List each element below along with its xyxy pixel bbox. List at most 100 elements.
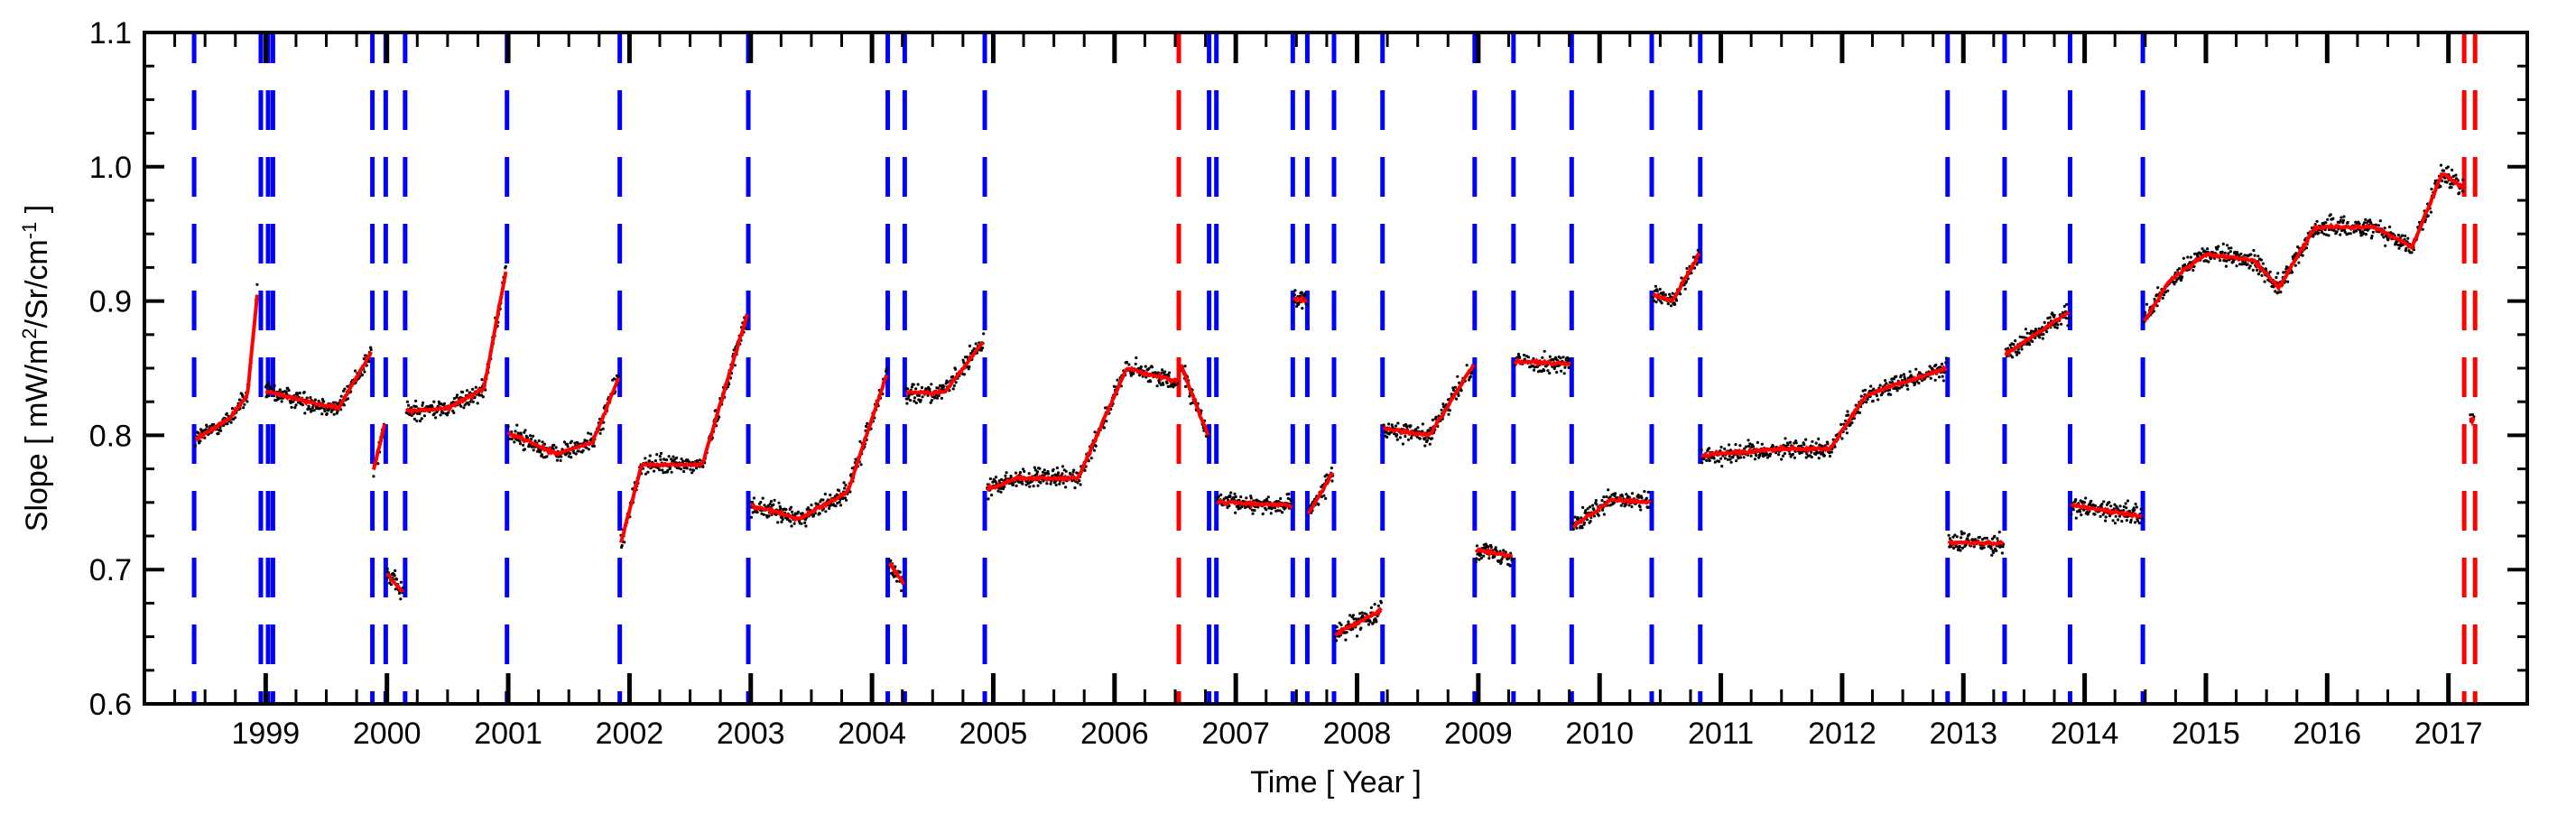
data-point [1468,378,1471,382]
data-point [1448,409,1451,412]
data-point [572,451,576,455]
data-point [570,439,574,443]
data-point [1038,467,1042,470]
data-point [910,385,914,389]
data-point [1295,304,1299,309]
data-point [1064,469,1068,473]
data-point [293,406,297,410]
data-point [1070,479,1074,483]
fit-curve [195,294,259,441]
data-point [1450,393,1453,396]
data-point [2093,513,2097,516]
data-point [1982,546,1986,550]
data-point [1589,519,1592,523]
data-point [407,403,411,407]
data-point [1928,365,1932,368]
data-point [1817,437,1821,440]
data-point [2377,224,2380,227]
data-point [567,455,570,458]
data-point [471,400,475,403]
data-point [2201,247,2204,251]
data-point [1865,401,1868,404]
data-point [858,439,862,443]
data-point [675,456,679,459]
data-point [2275,275,2278,280]
data-point [1239,495,1243,499]
data-point [930,383,933,386]
data-point [2039,333,2043,337]
fit-curve [2143,172,2464,322]
data-point [749,515,754,519]
data-point [480,378,484,382]
data-point [412,404,416,408]
data-point [961,358,965,362]
data-point [1666,302,1670,306]
data-point [644,472,648,476]
data-point [1885,382,1888,385]
data-point [1559,356,1562,360]
data-point [1589,505,1592,509]
data-point [2396,233,2400,237]
data-point [1147,366,1151,371]
data-point [284,390,288,393]
data-point [2111,519,2115,522]
data-point [1784,437,1787,440]
data-point [1934,363,1938,367]
data-point [1395,433,1399,437]
data-point [968,344,972,347]
data-point [1293,293,1296,297]
data-point [193,444,197,448]
data-point [816,503,820,506]
data-point [601,427,605,430]
data-point [1552,357,1555,361]
data-point [1027,472,1031,476]
data-point [658,455,662,458]
data-point [2238,263,2242,266]
data-point [1913,382,1917,385]
data-point [2327,234,2330,237]
data-point [1800,444,1803,448]
data-point [2443,176,2447,180]
data-point [806,506,811,510]
data-point [1447,412,1450,416]
data-point [803,521,807,524]
data-point [2045,330,2049,334]
data-point [1625,493,1628,496]
data-point [1859,394,1863,398]
data-point [2017,351,2021,355]
data-point [2219,259,2222,263]
data-point [2051,311,2054,315]
data-point [653,469,656,473]
data-point [1980,538,1984,541]
data-point [2329,213,2332,217]
data-point [1705,458,1709,462]
fit-curve [2071,503,2143,519]
x-tick-label: 2004 [838,717,906,751]
data-point [2139,507,2143,511]
data-point [459,404,463,408]
data-point [2042,332,2045,337]
data-point [681,459,685,463]
data-point [1738,444,1742,448]
data-point [585,446,588,449]
data-point [1867,389,1872,393]
data-point [935,396,940,400]
data-point [2410,251,2414,254]
data-point [1032,485,1035,488]
data-point [523,448,527,451]
data-point [568,451,572,456]
data-point [1372,621,1376,624]
data-point [1075,471,1079,475]
data-point [310,409,314,412]
data-point [920,385,924,390]
data-point [412,417,416,421]
data-point [1546,369,1550,373]
data-point [1024,483,1028,486]
data-point [1854,403,1858,407]
data-point [1134,362,1137,365]
data-point [829,493,832,497]
data-point [394,587,397,591]
data-point [1654,301,1658,304]
data-point [559,458,562,462]
data-point [508,437,512,440]
